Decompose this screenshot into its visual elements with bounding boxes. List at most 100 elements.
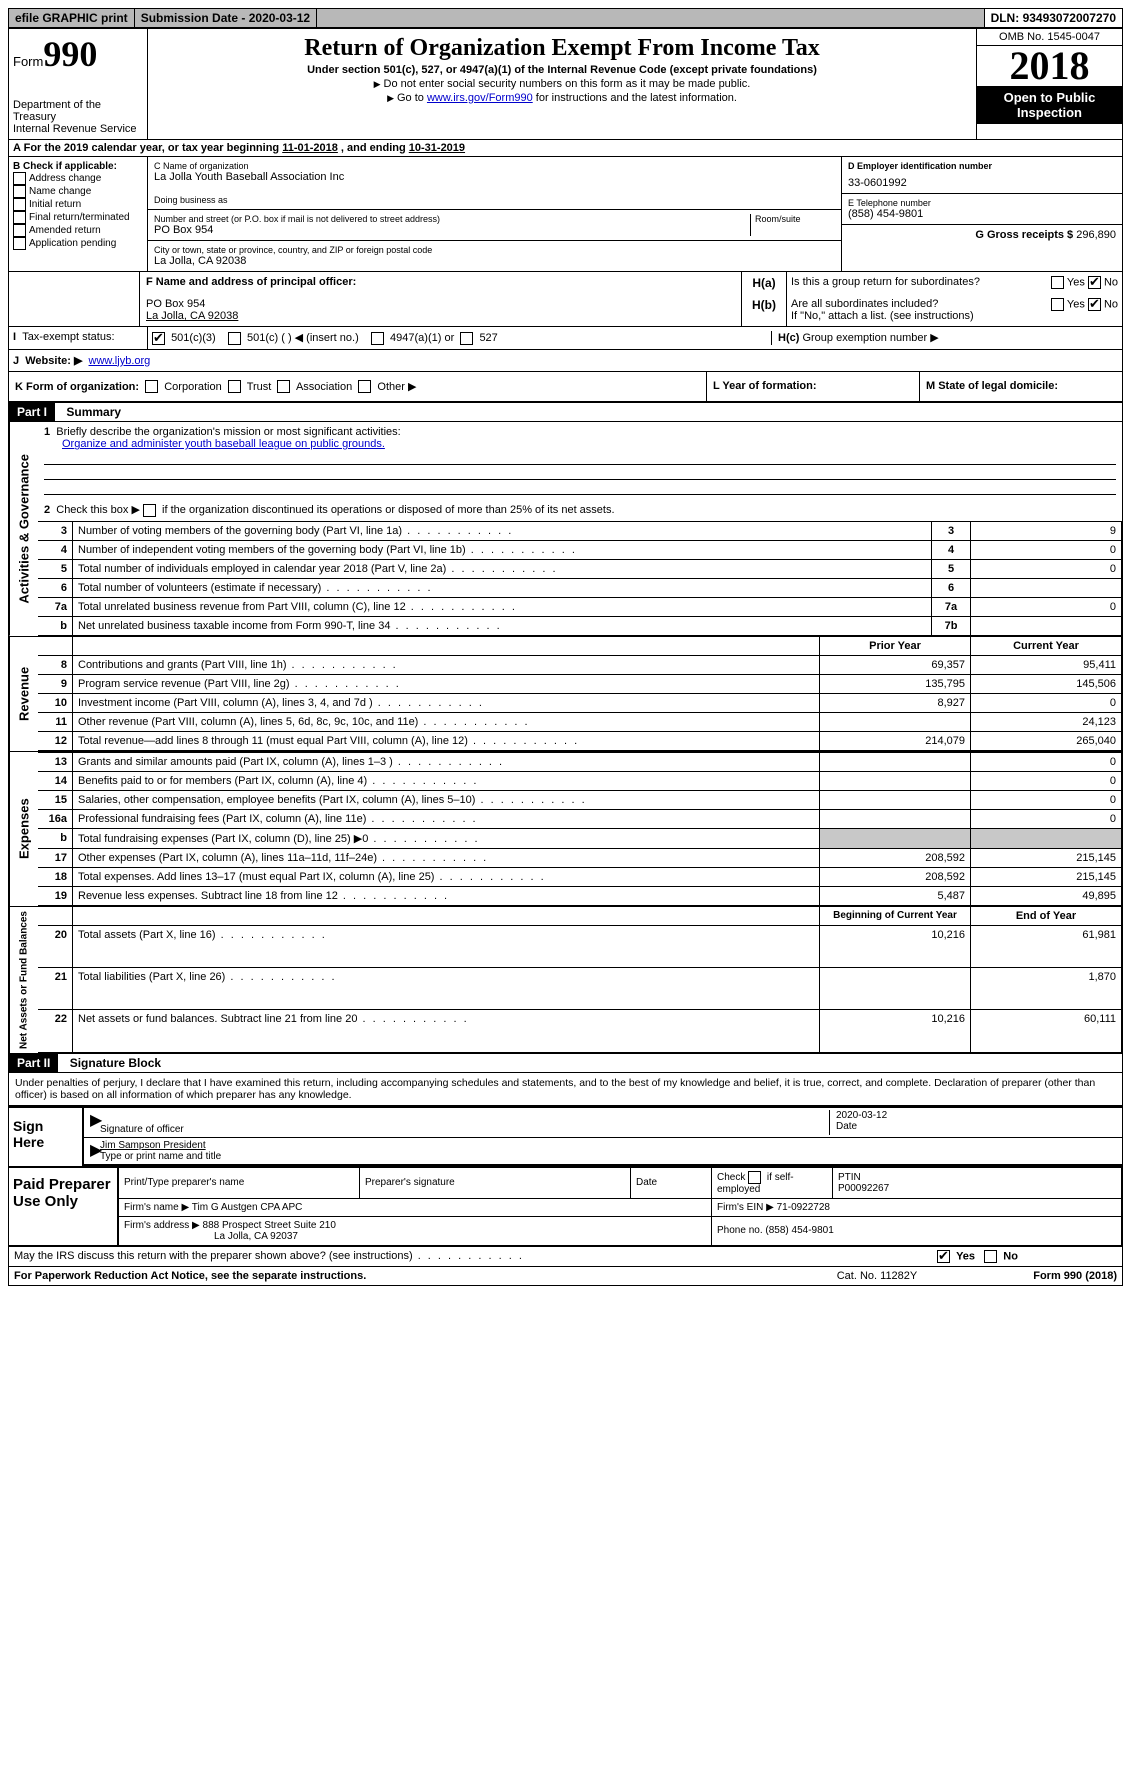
chk-amended-return[interactable]: Amended return <box>13 224 143 237</box>
ha-no-checkbox[interactable] <box>1088 276 1101 289</box>
side-label-netassets: Net Assets or Fund Balances <box>9 907 38 1053</box>
line-current: 0 <box>971 752 1122 771</box>
chk-527[interactable] <box>460 332 473 345</box>
net-hdr-end: End of Year <box>971 907 1122 926</box>
paperwork-notice: For Paperwork Reduction Act Notice, see … <box>14 1270 787 1282</box>
chk-name-change[interactable]: Name change <box>13 185 143 198</box>
l-cell: L Year of formation: <box>707 372 920 402</box>
line-num: 17 <box>38 848 73 867</box>
website-link[interactable]: www.ljyb.org <box>89 355 151 367</box>
h-block: H(a) Is this a group return for subordin… <box>741 272 1122 326</box>
discuss-yes-label: Yes <box>956 1250 975 1262</box>
table-row: 7a Total unrelated business revenue from… <box>38 597 1122 616</box>
mission-text: Organize and administer youth baseball l… <box>44 438 385 450</box>
line-desc: Contributions and grants (Part VIII, lin… <box>73 655 820 674</box>
chk-final-return[interactable]: Final return/terminated <box>13 211 143 224</box>
table-row: 13 Grants and similar amounts paid (Part… <box>38 752 1122 771</box>
firm-addr-cell: Firm's address ▶ 888 Prospect Street Sui… <box>119 1216 712 1245</box>
irs-link[interactable]: www.irs.gov/Form990 <box>427 92 533 104</box>
hb-note: If "No," attach a list. (see instruction… <box>791 310 1118 322</box>
chk-selfemp[interactable] <box>748 1171 761 1184</box>
f-h-row: F Name and address of principal officer:… <box>9 272 1122 327</box>
netassets-table: Beginning of Current Year End of Year 20… <box>38 907 1122 1053</box>
sign-here-block: Sign Here ▶ Signature of officer 2020-03… <box>9 1106 1122 1166</box>
rev-hdr-current: Current Year <box>971 637 1122 656</box>
line-num: 15 <box>38 790 73 809</box>
hb-yes-label: Yes <box>1067 298 1085 310</box>
chk-4947[interactable] <box>371 332 384 345</box>
chk-initial-return[interactable]: Initial return <box>13 198 143 211</box>
table-row: 6 Total number of volunteers (estimate i… <box>38 578 1122 597</box>
line-val: 0 <box>971 559 1122 578</box>
goto-suffix: for instructions and the latest informat… <box>533 92 737 104</box>
chk-corp[interactable] <box>145 380 158 393</box>
form-number: 990 <box>43 34 97 74</box>
chk-trust[interactable] <box>228 380 241 393</box>
section-a-taxyear: A For the 2019 calendar year, or tax yea… <box>9 140 1122 157</box>
sig-name-line: ▶ Jim Sampson President Type or print na… <box>84 1138 1122 1166</box>
line-current: 0 <box>971 771 1122 790</box>
line-prior: 5,487 <box>820 886 971 905</box>
line-num: 6 <box>38 578 73 597</box>
chk-assoc[interactable] <box>277 380 290 393</box>
line-val: 9 <box>971 521 1122 540</box>
discuss-no-chk[interactable] <box>984 1250 997 1263</box>
hb-no-label: No <box>1104 298 1118 310</box>
selfemp-pre: Check <box>717 1172 745 1183</box>
expenses-table: 13 Grants and similar amounts paid (Part… <box>38 752 1122 906</box>
revenue-table: Prior Year Current Year 8 Contributions … <box>38 637 1122 751</box>
ha-yes-checkbox[interactable] <box>1051 276 1064 289</box>
chk-amended-return-label: Amended return <box>29 225 101 236</box>
line-prior: 10,216 <box>820 925 971 967</box>
line-num: 3 <box>38 521 73 540</box>
submission-date-label: Submission Date - <box>141 11 249 25</box>
table-row: 9 Program service revenue (Part VIII, li… <box>38 674 1122 693</box>
rev-hdr-blank1 <box>38 637 73 656</box>
4947-label: 4947(a)(1) or <box>390 332 454 344</box>
line-current <box>971 828 1122 848</box>
line-val <box>971 616 1122 635</box>
line-num: b <box>38 616 73 635</box>
line-desc: Total assets (Part X, line 16) <box>73 925 820 967</box>
assoc-label: Association <box>296 381 352 393</box>
hb-yes-checkbox[interactable] <box>1051 298 1064 311</box>
tax-exempt-right: 501(c)(3) 501(c) ( ) ◀ (insert no.) 4947… <box>148 327 1122 349</box>
net-hdr-blank1 <box>38 907 73 926</box>
firm-addr1: 888 Prospect Street Suite 210 <box>203 1220 336 1231</box>
chk-501c[interactable] <box>228 332 241 345</box>
discuss-yes-chk[interactable] <box>937 1250 950 1263</box>
tax-exempt-left: I Tax-exempt status: <box>9 327 148 349</box>
chk-501c3[interactable] <box>152 332 165 345</box>
submission-date-value: 2020-03-12 <box>249 11 310 25</box>
line-num: 22 <box>38 1010 73 1052</box>
column-b: B Check if applicable: Address change Na… <box>9 157 148 271</box>
line-num: 21 <box>38 968 73 1010</box>
hb-no-checkbox[interactable] <box>1088 298 1101 311</box>
line-desc: Benefits paid to or for members (Part IX… <box>73 771 820 790</box>
line-num: 19 <box>38 886 73 905</box>
ptin-value: P00092267 <box>838 1183 889 1194</box>
form-number-block: Form990 <box>13 33 143 75</box>
firm-ein-value: 71-0922728 <box>777 1202 830 1213</box>
prep-selfemp-cell: Check if self-employed <box>712 1168 833 1199</box>
ha-no-label: No <box>1104 276 1118 288</box>
firm-addr-label: Firm's address ▶ <box>124 1220 200 1231</box>
city-cell: City or town, state or province, country… <box>148 241 841 271</box>
chk-other[interactable] <box>358 380 371 393</box>
chk-address-change[interactable]: Address change <box>13 172 143 185</box>
side-label-revenue: Revenue <box>9 637 38 751</box>
info-grid: B Check if applicable: Address change Na… <box>9 157 1122 272</box>
chk-discontinued[interactable] <box>143 504 156 517</box>
line-num: 8 <box>38 655 73 674</box>
efile-badge[interactable]: efile GRAPHIC print <box>9 9 135 27</box>
cat-no: Cat. No. 11282Y <box>787 1270 967 1282</box>
line-desc: Total expenses. Add lines 13–17 (must eq… <box>73 867 820 886</box>
sig-officer-label: Signature of officer <box>100 1124 184 1135</box>
line-num: 7a <box>38 597 73 616</box>
ein-label: D Employer identification number <box>848 161 1116 171</box>
line1-label: Briefly describe the organization's miss… <box>56 426 400 438</box>
chk-application-pending[interactable]: Application pending <box>13 237 143 250</box>
line-prior <box>820 828 971 848</box>
net-hdr-blank2 <box>73 907 820 926</box>
501c-label: 501(c) ( ) ◀ (insert no.) <box>247 332 359 344</box>
